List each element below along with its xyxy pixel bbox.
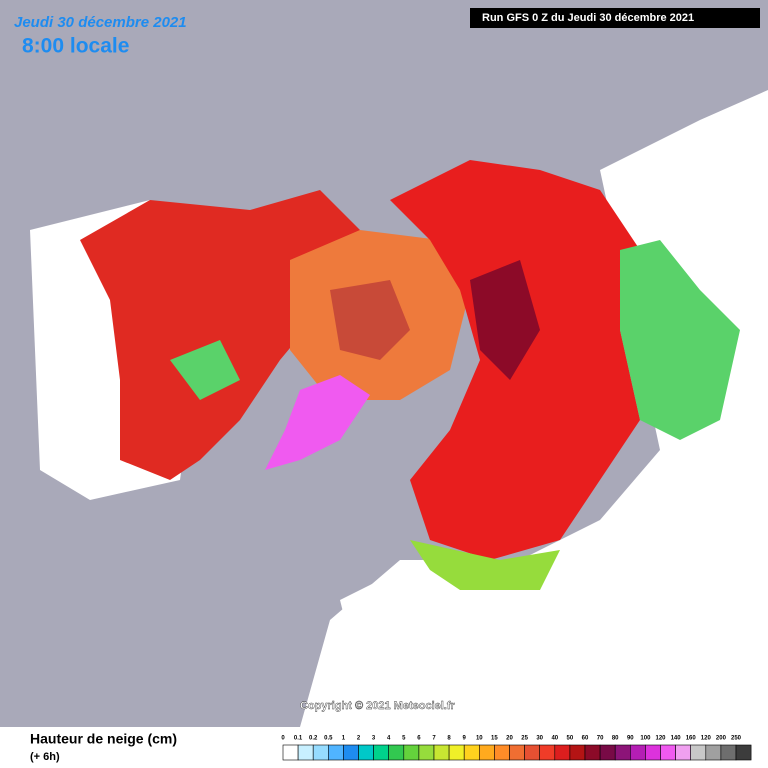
scale-label: 70 [597,736,604,742]
run-info: Run GFS 0 Z du Jeudi 30 décembre 2021 [482,12,694,24]
scale-label: 6 [417,736,421,742]
scale-swatch [599,744,616,761]
scale-swatch [645,744,661,761]
land [340,560,470,680]
scale-swatch [539,744,556,761]
scale-label: 10 [476,736,483,742]
scale-label: 60 [582,736,589,742]
scale-swatch [720,744,737,761]
snow-area [410,540,560,590]
scale-label: 30 [536,736,543,742]
snow-area [170,340,240,400]
scale-swatch [690,744,707,761]
scale-label: 3 [372,736,376,742]
scale-label: 90 [627,736,634,742]
scale-swatch [343,744,359,761]
copyright: Copyright © 2021 Meteociel.fr [300,700,456,712]
scale-label: 2 [357,736,361,742]
scale-swatch [569,744,586,761]
scale-label: 20 [506,736,513,742]
scale-swatch [614,744,631,761]
scale-label: 100 [640,736,651,742]
snow-area [620,240,740,440]
color-scale: 0 0.1 0.2 0.5 1 2 3 4 5 6 7 8 9 10 15 20 25 30 40 50 60 70 80 9… [281,736,752,761]
scale-label: 0.5 [324,736,333,742]
scale-label: 5 [402,736,406,742]
scale-label: 8 [447,736,451,742]
scale-label: 50 [567,736,574,742]
scale-label: 120 [701,736,712,742]
snow-area [265,375,370,470]
scale-swatch [478,744,495,761]
snow-area [470,260,540,380]
scale-swatch [433,744,450,761]
scale-swatch [735,744,752,761]
scale-swatch [524,744,540,761]
scale-swatch [388,744,405,761]
scale-swatch [373,744,390,761]
scale-swatch [675,744,691,761]
scale-swatch [660,744,676,761]
scale-label: 0.2 [309,736,318,742]
scale-label: 1 [342,736,346,742]
legend-title: Hauteur de neige (cm) [30,731,177,747]
scale-swatch [297,744,314,761]
scale-label: 0.1 [294,736,303,742]
scale-swatch [418,744,435,761]
scale-swatch [403,744,420,761]
scale-swatch [358,744,374,761]
scale-swatch [494,744,510,761]
scale-swatch [327,744,344,761]
scale-swatch [705,744,722,761]
scale-swatch [282,744,299,761]
scale-label: 9 [463,736,467,742]
legend-subtitle: (+ 6h) [30,751,60,763]
scale-label: 4 [387,736,391,742]
scale-label: 140 [671,736,682,742]
scale-label: 250 [731,736,742,742]
run-box [470,8,760,28]
scale-swatch [448,744,465,761]
scale-label: 7 [432,736,436,742]
scale-label: 200 [716,736,727,742]
scale-swatch [584,744,601,761]
snow-area [330,280,410,360]
scale-label: 40 [551,736,558,742]
scale-label: 120 [655,736,666,742]
scale-swatch [629,744,646,761]
scale-label: 80 [612,736,619,742]
scale-swatch [463,744,480,761]
time: 8:00 locale [22,35,129,58]
date: Jeudi 30 décembre 2021 [14,14,187,31]
scale-swatch [554,744,571,761]
scale-label: 15 [491,736,498,742]
scale-label: 160 [686,736,697,742]
scale-swatch [312,744,329,761]
scale-label: 25 [521,736,528,742]
scale-label: 0 [281,736,285,742]
scale-swatch [509,744,525,761]
